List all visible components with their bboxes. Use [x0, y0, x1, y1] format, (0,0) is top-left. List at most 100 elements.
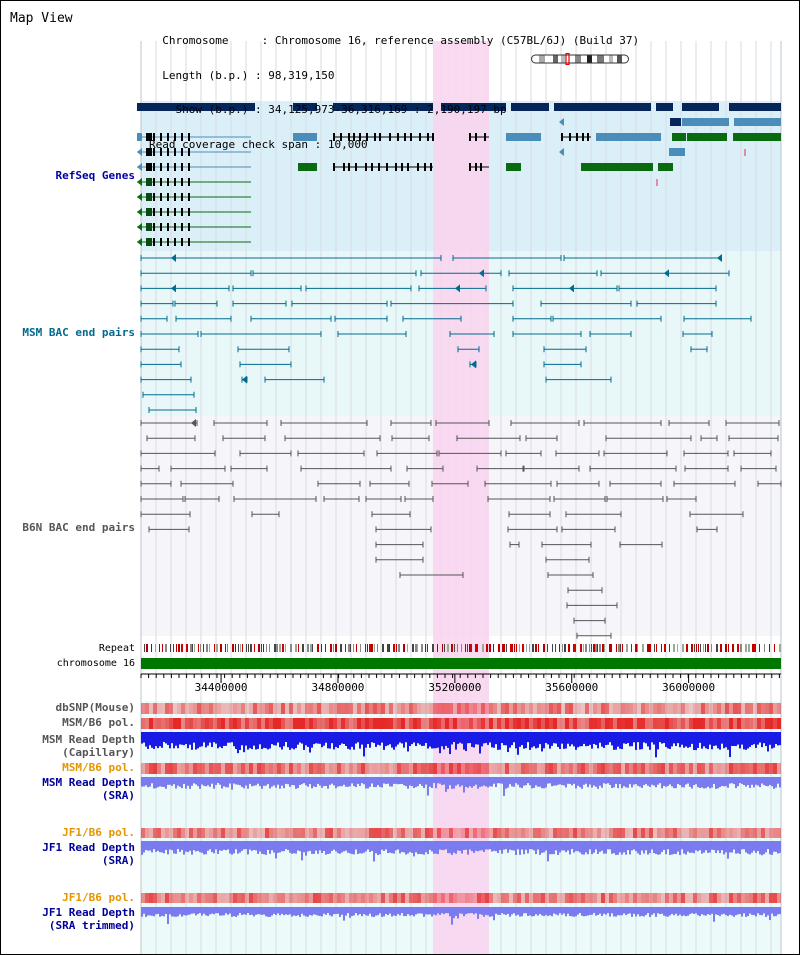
- b6n-bac-track[interactable]: [140, 419, 782, 639]
- jf1-depth-trimmed-bar: [741, 907, 743, 917]
- repeat-track[interactable]: [144, 644, 781, 652]
- dbsnp-cell: [485, 703, 489, 714]
- jf1-depth-trimmed-bar: [313, 907, 315, 915]
- msm-depth-sra-bar: [193, 777, 195, 784]
- refseq-genes-track[interactable]: [137, 103, 781, 246]
- jf1-b6-pol-2-cell: [349, 893, 353, 903]
- highlight-region[interactable]: [433, 41, 489, 955]
- jf1-depth-sra-bar: [187, 841, 189, 853]
- msm-depth-sra-bar: [175, 777, 177, 789]
- jf1-b6-pol-2-cell: [557, 893, 561, 903]
- jf1-depth-sra-bar: [765, 841, 767, 853]
- jf1-depth-trimmed-bar: [413, 907, 415, 917]
- jf1-depth-sra-bar: [761, 841, 763, 856]
- length-info: Length (b.p.) : 98,319,150: [162, 68, 335, 82]
- jf1-depth-sra-bar: [743, 841, 745, 850]
- msm-depth-capillary-bar: [443, 732, 445, 750]
- gene-exon: [587, 133, 589, 141]
- jf1-depth-trimmed-bar: [569, 907, 571, 917]
- msm-b6-pol-cell: [305, 718, 309, 729]
- jf1-b6-pol-cell: [689, 828, 693, 838]
- read-depth-tracks[interactable]: [141, 732, 781, 925]
- msm-b6-pol-2-cell: [209, 763, 213, 774]
- chromosome-bar[interactable]: [141, 658, 781, 669]
- repeat-mark: [711, 644, 712, 652]
- msm-depth-capillary-bar: [729, 732, 731, 758]
- dbsnp-cell: [529, 703, 533, 714]
- jf1-depth-sra-bar: [721, 841, 723, 851]
- msm-b6-pol-cell: [301, 718, 305, 729]
- jf1-depth-trimmed-bar: [271, 907, 273, 916]
- msm-depth-capillary-bar: [527, 732, 529, 743]
- jf1-depth-trimmed-bar: [751, 907, 753, 915]
- msm-b6-pol-2-cell: [349, 763, 353, 774]
- chromosome-ideogram[interactable]: [531, 53, 629, 65]
- msm-b6-pol-2-cell: [273, 763, 277, 774]
- gene-exon: [734, 118, 781, 126]
- msm-depth-sra-bar: [307, 777, 309, 787]
- msm-depth-capillary-bar: [649, 732, 651, 750]
- repeat-mark: [240, 644, 241, 652]
- gene-arrow: [137, 178, 142, 186]
- msm-depth-sra-bar: [519, 777, 521, 788]
- msm-depth-capillary-bar: [217, 732, 219, 749]
- heatmap-tracks[interactable]: [141, 703, 781, 903]
- jf1-depth-trimmed-bar: [779, 907, 781, 915]
- jf1-b6-pol-cell: [329, 828, 333, 838]
- msm-depth-sra-bar: [527, 777, 529, 784]
- msm-depth-capillary-bar: [173, 732, 175, 749]
- msm-b6-pol-cell: [181, 718, 185, 729]
- jf1-depth-trimmed-bar: [651, 907, 653, 915]
- jf1-depth-sra-bar: [181, 841, 183, 850]
- jf1-depth-sra-bar: [641, 841, 643, 851]
- jf1-depth-trimmed-bar: [257, 907, 259, 915]
- repeat-mark: [597, 644, 598, 652]
- msm-depth-capillary-bar: [223, 732, 225, 746]
- dbsnp-cell: [561, 703, 565, 714]
- msm-depth-capillary-bar: [197, 732, 199, 749]
- dbsnp-cell: [401, 703, 405, 714]
- dbsnp-cell: [185, 703, 189, 714]
- jf1-b6-pol-cell: [745, 828, 749, 838]
- jf1-b6-pol-2-cell: [325, 893, 329, 903]
- repeat-mark: [691, 644, 693, 652]
- msm-depth-capillary-bar: [269, 732, 271, 749]
- chromosome-info: Chromosome : Chromosome 16, reference as…: [162, 34, 640, 47]
- dbsnp-cell: [721, 703, 725, 714]
- dbsnp-label: dbSNP(Mouse): [55, 701, 135, 714]
- msm-depth-capillary-bar: [147, 732, 149, 749]
- msm-depth-capillary-bar: [569, 732, 571, 747]
- repeat-label: Repeat: [98, 643, 135, 654]
- dbsnp-cell: [197, 703, 201, 714]
- msm-b6-pol-cell: [665, 718, 669, 729]
- dbsnp-cell: [189, 703, 193, 714]
- jf1-depth-sra-bar: [249, 841, 251, 850]
- jf1-b6-pol-cell: [489, 828, 493, 838]
- jf1-b6-pol-2-cell: [549, 893, 553, 903]
- jf1-b6-pol-cell: [337, 828, 341, 838]
- jf1-b6-pol-2-cell: [665, 893, 669, 903]
- jf1-b6-pol-2-cell: [661, 893, 665, 903]
- dbsnp-cell: [193, 703, 197, 714]
- jf1-b6-pol-cell: [637, 828, 641, 838]
- jf1-b6-pol-cell: [573, 828, 577, 838]
- repeat-mark: [317, 644, 319, 652]
- dbsnp-cell: [289, 703, 293, 714]
- jf1-depth-trimmed-bar: [295, 907, 297, 917]
- jf1-depth-sra-bar: [201, 841, 203, 853]
- jf1-depth-trimmed-bar: [497, 907, 499, 915]
- gene-exon: [576, 133, 578, 141]
- msm-b6-pol-cell: [245, 718, 249, 729]
- msm-depth-capillary-bar: [713, 732, 715, 746]
- jf1-b6-pol-2-cell: [261, 893, 265, 903]
- msm-depth-capillary-bar: [575, 732, 577, 750]
- jf1-depth-sra-bar: [499, 841, 501, 851]
- msm-bac-track[interactable]: [140, 254, 752, 413]
- jf1-depth-sra-bar: [275, 841, 277, 859]
- msm-depth-sra-bar: [221, 777, 223, 789]
- msm-depth-capillary-bar: [143, 732, 145, 743]
- jf1-depth-sra-bar: [175, 841, 177, 854]
- msm-depth-capillary-bar: [673, 732, 675, 744]
- jf1-depth-sra-bar: [653, 841, 655, 854]
- jf1-depth-sra-bar: [713, 841, 715, 851]
